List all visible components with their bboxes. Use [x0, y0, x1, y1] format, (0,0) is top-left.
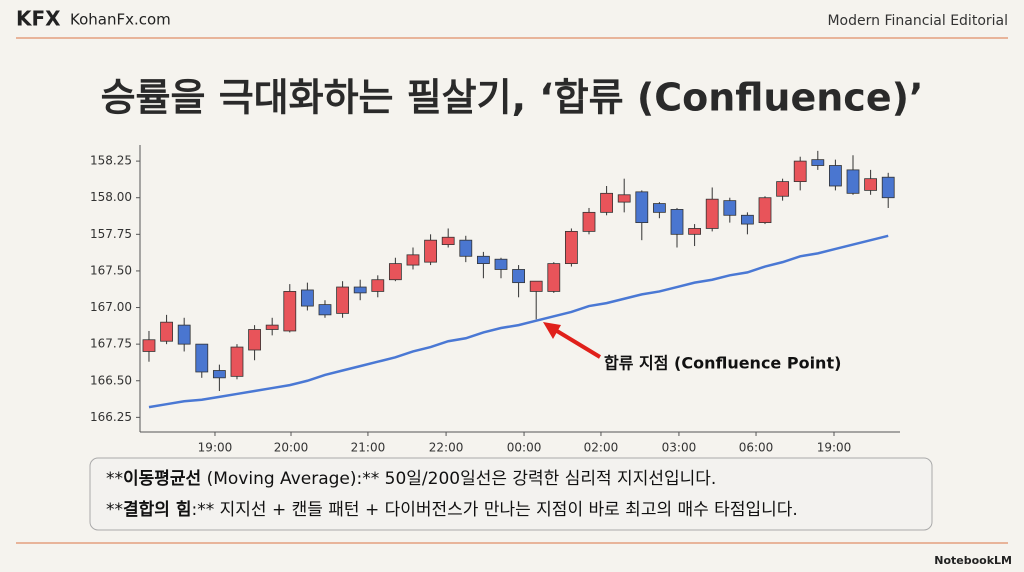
candle-body	[195, 343, 209, 373]
logo: KFX	[16, 7, 61, 31]
candle-body	[652, 203, 666, 213]
y-tick-label: 158.25	[90, 154, 132, 168]
candle-body	[829, 165, 842, 187]
candle-body	[529, 280, 543, 292]
candle-body	[758, 197, 772, 224]
candle-body	[388, 263, 402, 281]
candle-body	[248, 329, 261, 351]
y-tick-label: 167.00	[90, 300, 132, 314]
candle-body	[353, 286, 367, 294]
candle-body	[688, 228, 701, 235]
candle-body	[635, 191, 649, 224]
candle-body	[670, 209, 684, 235]
candle-body	[864, 178, 878, 191]
annotation: 합류 지점 (Confluence Point)	[604, 354, 841, 373]
note-box	[89, 457, 933, 531]
note-text: :** 지지선 + 캔들 패턴 + 다이버전스가 만나는 지점이 바로 최고의 …	[191, 500, 797, 520]
note-bold: 이동평균선	[123, 469, 201, 489]
candle-body	[459, 239, 473, 257]
note-line: **결합의 힘:** 지지선 + 캔들 패턴 + 다이버전스가 만나는 지점이 …	[106, 499, 798, 520]
y-tick-label: 166.25	[90, 410, 132, 424]
x-tick-label: 19:00	[817, 441, 852, 455]
candle-body	[160, 321, 173, 342]
candle-body	[600, 192, 613, 213]
y-tick-label: 166.50	[90, 373, 132, 387]
candle-body	[476, 255, 490, 265]
candle-body	[230, 346, 244, 377]
y-tick-label: 158.00	[90, 190, 132, 204]
x-tick-label: 00:00	[507, 441, 542, 455]
candle-body	[371, 279, 385, 292]
arrow-head	[543, 322, 561, 339]
x-tick-label: 22:00	[429, 441, 464, 455]
candle-body	[846, 169, 860, 194]
moving-average	[148, 234, 889, 409]
candle-body	[265, 324, 279, 330]
x-tick-label: 02:00	[584, 441, 619, 455]
candle-body	[741, 214, 754, 225]
note-line: **이동평균선 (Moving Average):** 50일/200일선은 강…	[106, 469, 716, 489]
tagline: Modern Financial Editorial	[827, 13, 1008, 29]
candle-body	[881, 176, 895, 199]
note-text: (Moving Average):** 50일/200일선은 강력한 심리적 지…	[201, 469, 716, 489]
site: KohanFx.com	[70, 11, 171, 29]
candle-body	[776, 181, 790, 197]
x-tick-label: 06:00	[739, 441, 774, 455]
note-bold: 결합의 힘	[123, 499, 191, 520]
y-tick-label: 167.75	[90, 337, 132, 351]
candle-body	[441, 236, 455, 245]
note-text: **	[106, 469, 123, 489]
candle-body	[564, 230, 578, 265]
candle-body	[177, 324, 191, 345]
candle-body	[547, 263, 561, 292]
candle-body	[811, 159, 825, 166]
title: 승률을 극대화하는 필살기, ‘합류 (Confluence)’	[101, 76, 924, 120]
y-tick-label: 157.75	[90, 227, 132, 241]
candle-body	[494, 258, 508, 270]
candle-body	[336, 286, 349, 314]
candle-body	[300, 289, 314, 307]
candle-body	[582, 211, 596, 232]
candle-body	[318, 304, 332, 316]
note-text: **	[106, 500, 123, 520]
candle-body	[424, 239, 437, 263]
candle-body	[283, 291, 297, 332]
candle-body	[212, 370, 226, 379]
x-tick-label: 19:00	[198, 441, 233, 455]
arrow	[550, 326, 602, 359]
x-tick-label: 20:00	[274, 441, 309, 455]
x-tick-label: 21:00	[351, 441, 386, 455]
plot: 166.25 166.50 167.75 167.00 167.50 157.75 158.…	[90, 150, 895, 455]
candle-body	[512, 269, 525, 284]
candle-body	[723, 200, 737, 216]
candle-body	[705, 198, 719, 229]
y-tick-label: 167.50	[90, 263, 132, 277]
candle-body	[406, 254, 420, 266]
candle-body	[793, 160, 807, 183]
candle-body	[142, 339, 156, 352]
x-tick-label: 03:00	[662, 441, 697, 455]
footer: NotebookLM	[934, 554, 1012, 567]
candle-body	[617, 194, 631, 203]
